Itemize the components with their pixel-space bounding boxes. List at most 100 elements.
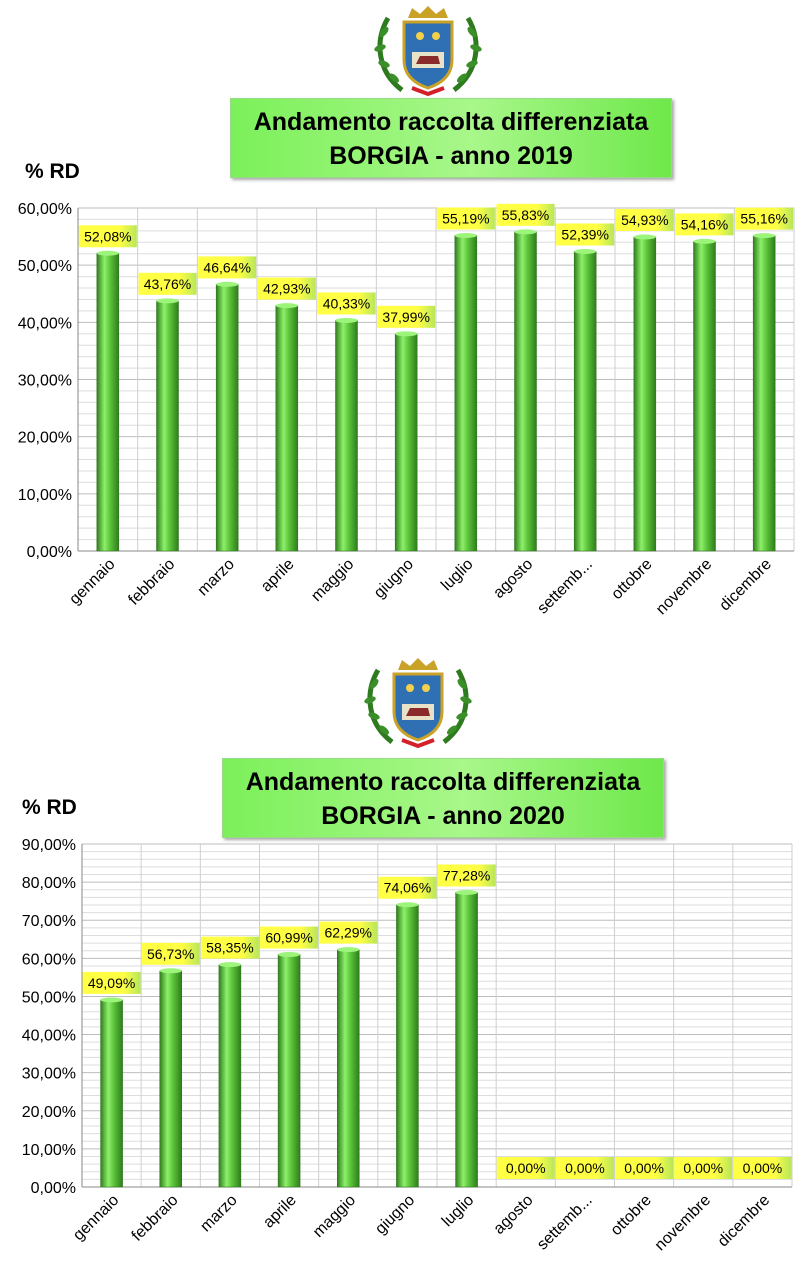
x-tick-label: giugno: [371, 556, 417, 602]
data-label-box: [437, 864, 496, 887]
bar: [573, 251, 597, 552]
data-label-box: [496, 1157, 555, 1179]
x-tick-label: settemb...: [534, 1192, 596, 1254]
data-label: 0,00%: [743, 1160, 783, 1176]
bar: [396, 904, 419, 1188]
data-label: 55,19%: [442, 210, 489, 226]
bar-top: [335, 317, 358, 323]
x-tick-label: gennaio: [70, 1192, 122, 1244]
chart-panel-2019: Andamento raccolta differenziata BORGIA …: [0, 0, 806, 640]
data-label: 46,64%: [203, 259, 250, 275]
data-label-box: [735, 207, 794, 230]
data-label: 62,29%: [325, 925, 372, 941]
chart-panel-2020: Andamento raccolta differenziata BORGIA …: [0, 650, 806, 1288]
x-tick-label: dicembre: [715, 1192, 774, 1251]
x-tick-label: maggio: [310, 1192, 359, 1241]
city-emblem-icon: [364, 658, 472, 749]
x-tick-label: gennaio: [66, 556, 118, 608]
bar: [752, 235, 776, 552]
x-tick-label: dicembre: [716, 556, 775, 615]
data-label-box: [260, 926, 319, 949]
y-tick-label: 60,00%: [22, 951, 76, 968]
bar-top: [454, 232, 477, 238]
bar: [96, 253, 120, 552]
data-label-box: [319, 921, 378, 944]
data-label: 74,06%: [384, 880, 431, 896]
x-tick-label: ottobre: [608, 1192, 655, 1239]
x-tick-label: luglio: [439, 1192, 478, 1231]
bar-chart-2019: 0,00% 10,00% 20,00% 30,00% 40,00% 50,00% 60,00…: [18, 201, 795, 618]
bar-chart-2020: 0,00% 10,00% 20,00% 30,00% 40,00% 50,00% 60,00…: [22, 837, 793, 1254]
y-tick-label: 80,00%: [22, 875, 76, 892]
data-label: 0,00%: [683, 1160, 723, 1176]
x-tick-label: settemb...: [534, 556, 596, 618]
data-label-box: [377, 305, 436, 328]
y-tick-label: 70,00%: [22, 913, 76, 930]
data-label: 58,35%: [206, 940, 253, 956]
data-label-box: [138, 272, 197, 295]
data-label-box: [556, 223, 615, 246]
data-label: 56,73%: [147, 946, 194, 962]
data-label-box: [78, 225, 137, 248]
y-axis-label: % RD: [25, 160, 80, 183]
bar-top: [633, 234, 656, 240]
data-label: 52,39%: [561, 227, 608, 243]
chart-title: Andamento raccolta differenziata: [253, 108, 649, 136]
y-tick-label: 0,00%: [27, 544, 72, 561]
city-emblem-icon: [374, 6, 482, 97]
data-label-box: [141, 942, 200, 965]
data-label: 55,16%: [740, 211, 787, 227]
bar-top: [396, 902, 419, 908]
data-label-box: [733, 1157, 792, 1179]
y-tick-label: 50,00%: [22, 989, 76, 1006]
bar: [100, 999, 123, 1188]
data-label: 49,09%: [88, 975, 135, 991]
bar: [159, 970, 182, 1188]
y-tick-label: 30,00%: [18, 373, 72, 390]
bar-top: [337, 947, 360, 953]
bar-top: [455, 889, 478, 895]
x-tick-label: agosto: [490, 556, 536, 602]
chart-title-box: Andamento raccolta differenziata BORGIA …: [230, 98, 672, 178]
data-label-box: [615, 1157, 674, 1179]
x-tick-label: marzo: [197, 1192, 241, 1236]
data-label-box: [378, 876, 437, 899]
bar: [633, 236, 657, 552]
data-label: 0,00%: [565, 1160, 605, 1176]
x-tick-label: ottobre: [608, 556, 655, 603]
data-label-box: [496, 203, 555, 226]
y-axis-label: % RD: [22, 796, 77, 819]
bar-top: [156, 298, 179, 304]
data-label-box: [674, 1157, 733, 1179]
data-label: 54,16%: [681, 216, 728, 232]
bar: [335, 320, 358, 552]
data-label-box: [317, 292, 376, 315]
x-tick-label: novembre: [652, 1192, 714, 1254]
chart-subtitle: BORGIA - anno 2020: [321, 802, 565, 830]
data-label-box: [82, 971, 141, 994]
data-label: 55,83%: [502, 207, 549, 223]
y-tick-label: 20,00%: [22, 1104, 76, 1121]
bar-top: [100, 997, 123, 1003]
data-label: 40,33%: [323, 295, 370, 311]
y-tick-label: 10,00%: [18, 487, 72, 504]
y-tick-label: 60,00%: [18, 201, 72, 218]
x-tick-label: febbraio: [129, 1192, 182, 1245]
x-tick-label: aprile: [258, 556, 298, 596]
bar-top: [275, 303, 298, 309]
data-label-box: [615, 208, 674, 231]
data-label: 42,93%: [263, 281, 310, 297]
bar-top: [278, 952, 301, 958]
x-tick-label: aprile: [260, 1192, 300, 1232]
chart-title: Andamento raccolta differenziata: [245, 768, 641, 796]
data-label: 0,00%: [624, 1160, 664, 1176]
bar-top: [574, 249, 597, 255]
bar: [277, 954, 301, 1188]
y-tick-label: 40,00%: [18, 315, 72, 332]
y-tick-label: 50,00%: [18, 258, 72, 275]
x-tick-label: novembre: [653, 556, 715, 618]
bar-top: [96, 250, 119, 256]
y-tick-label: 40,00%: [22, 1028, 76, 1045]
data-label-box: [198, 256, 257, 279]
y-tick-label: 10,00%: [22, 1142, 76, 1159]
